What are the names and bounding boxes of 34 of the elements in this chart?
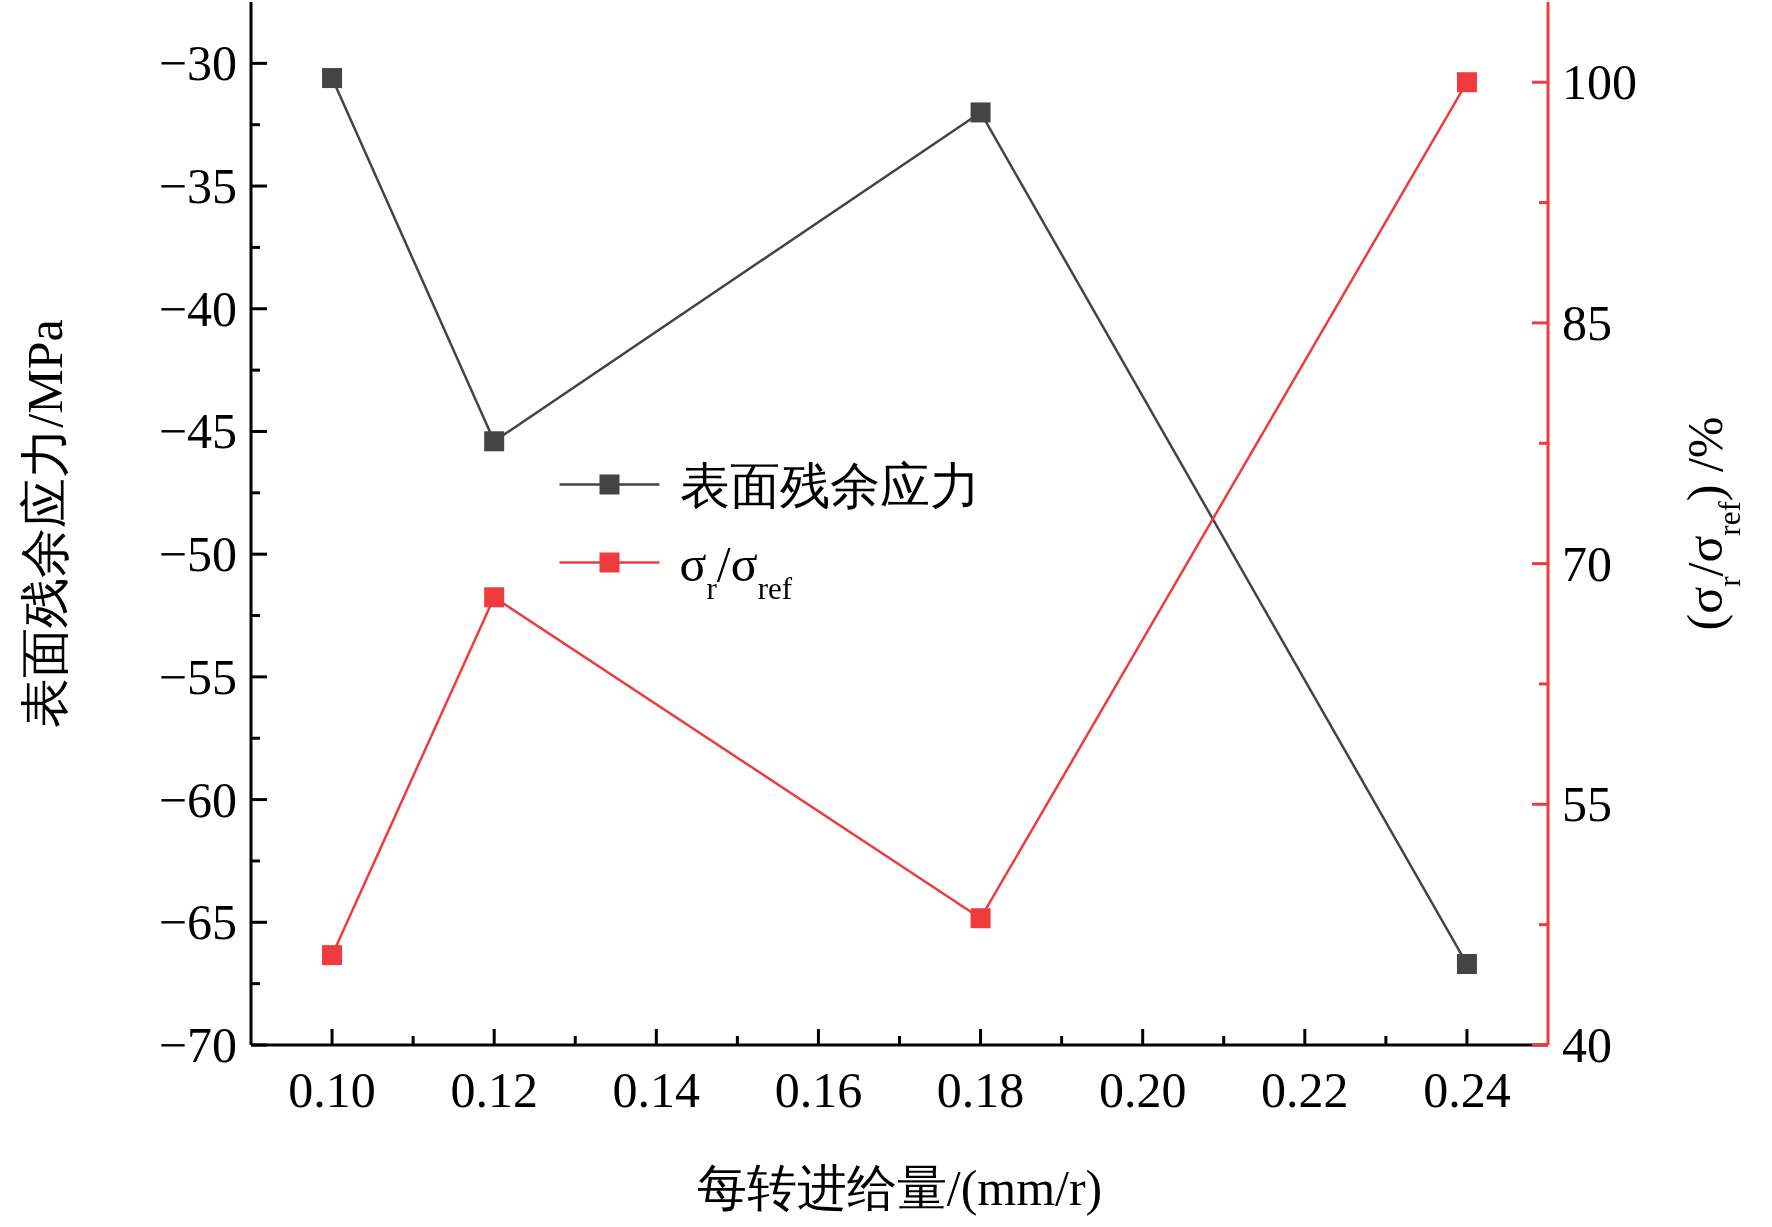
y-tick-label: −70 xyxy=(158,1017,237,1073)
x-tick-label: 0.16 xyxy=(774,1062,863,1118)
point xyxy=(484,431,505,452)
x-tick-label: 0.14 xyxy=(612,1062,701,1118)
point xyxy=(484,587,505,608)
y-tick-label: −60 xyxy=(158,771,237,828)
y-tick-label: −55 xyxy=(158,648,237,705)
y-tick-label: −35 xyxy=(158,158,237,215)
y-axis-title: 表面残余应力/MPa xyxy=(17,319,73,728)
y-tick-label: −30 xyxy=(158,35,237,92)
legend-label: 表面残余应力 xyxy=(679,457,980,514)
legend-label: σ$_{r}$/σ$_{ref}$ xyxy=(679,535,793,605)
y2-tick-label: 70 xyxy=(1562,535,1612,592)
point xyxy=(1456,954,1477,975)
y-tick-label: −45 xyxy=(158,403,237,460)
y2-tick-label: 40 xyxy=(1562,1017,1612,1073)
x-tick-label: 0.12 xyxy=(450,1062,538,1118)
point xyxy=(970,102,991,123)
x-tick-label: 0.18 xyxy=(936,1062,1025,1118)
y2-tick-label: 85 xyxy=(1562,294,1612,351)
point xyxy=(322,945,343,966)
point xyxy=(322,68,343,89)
y-tick-label: −50 xyxy=(158,526,237,583)
x-axis-title: 每转进给量/(mm/r) xyxy=(696,1160,1103,1216)
x-tick-label: 0.24 xyxy=(1423,1062,1511,1118)
x-tick-label: 0.22 xyxy=(1261,1062,1349,1118)
x-tick-label: 0.10 xyxy=(288,1062,376,1118)
y-tick-label: −65 xyxy=(158,894,237,951)
x-tick-label: 0.20 xyxy=(1098,1062,1187,1118)
point xyxy=(970,908,991,929)
point xyxy=(1456,72,1477,93)
y2-tick-label: 100 xyxy=(1562,54,1637,111)
y-tick-label: −40 xyxy=(158,280,237,337)
y2-tick-label: 55 xyxy=(1562,776,1612,833)
